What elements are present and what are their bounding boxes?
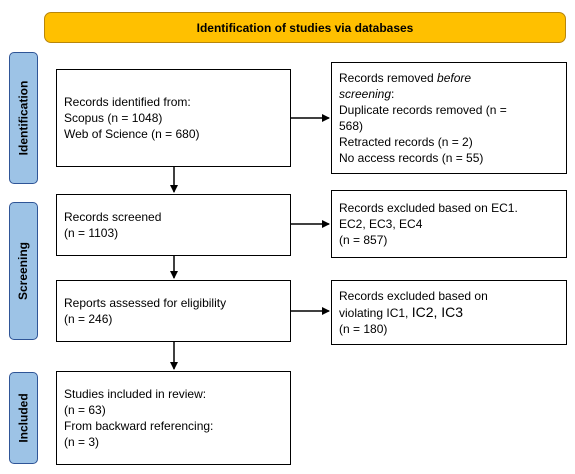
stage-included: Included: [9, 372, 38, 464]
records-screened-box: Records screened (n = 1103): [56, 194, 291, 256]
backward-referencing-count: (n = 3): [64, 435, 100, 449]
records-excluded-eligibility-box: Records excluded based on violating IC1,…: [331, 280, 567, 345]
header-title: Identification of studies via databases: [44, 12, 566, 43]
records-excluded-screening-criteria: EC2, EC3, EC4: [339, 217, 423, 231]
records-excluded-eligibility-title: Records excluded based on: [339, 289, 488, 303]
duplicates-removed-count: 568): [339, 119, 364, 133]
records-removed-title-cont: screening:: [339, 87, 395, 101]
records-screened-count: (n = 1103): [64, 226, 119, 240]
records-screened-title: Records screened: [64, 210, 162, 224]
reports-assessed-title: Reports assessed for eligibility: [64, 296, 227, 310]
studies-included-box: Studies included in review: (n = 63) Fro…: [56, 371, 291, 465]
stage-identification: Identification: [9, 52, 38, 184]
records-excluded-screening-title: Records excluded based on EC1.: [339, 201, 518, 215]
records-identified-wos: Web of Science (n = 680): [64, 127, 200, 141]
records-removed-title: Records removed before: [339, 71, 472, 85]
records-excluded-eligibility-criteria: violating IC1, IC2, IC3: [339, 304, 464, 320]
reports-assessed-box: Reports assessed for eligibility (n = 24…: [56, 280, 291, 342]
studies-included-count: (n = 63): [64, 403, 106, 417]
records-identified-title: Records identified from:: [64, 95, 191, 109]
records-excluded-screening-count: (n = 857): [339, 233, 388, 247]
reports-assessed-count: (n = 246): [64, 312, 113, 326]
records-excluded-screening-box: Records excluded based on EC1. EC2, EC3,…: [331, 190, 567, 258]
records-identified-box: Records identified from: Scopus (n = 104…: [56, 69, 291, 167]
no-access-records: No access records (n = 55): [339, 151, 484, 165]
stage-screening: Screening: [9, 202, 38, 340]
backward-referencing-title: From backward referencing:: [64, 419, 214, 433]
records-excluded-eligibility-count: (n = 180): [339, 322, 388, 336]
retracted-records: Retracted records (n = 2): [339, 135, 473, 149]
records-removed-box: Records removed before screening: Duplic…: [331, 62, 567, 174]
studies-included-title: Studies included in review:: [64, 387, 207, 401]
records-identified-scopus: Scopus (n = 1048): [64, 111, 163, 125]
duplicates-removed: Duplicate records removed (n =: [339, 103, 507, 117]
